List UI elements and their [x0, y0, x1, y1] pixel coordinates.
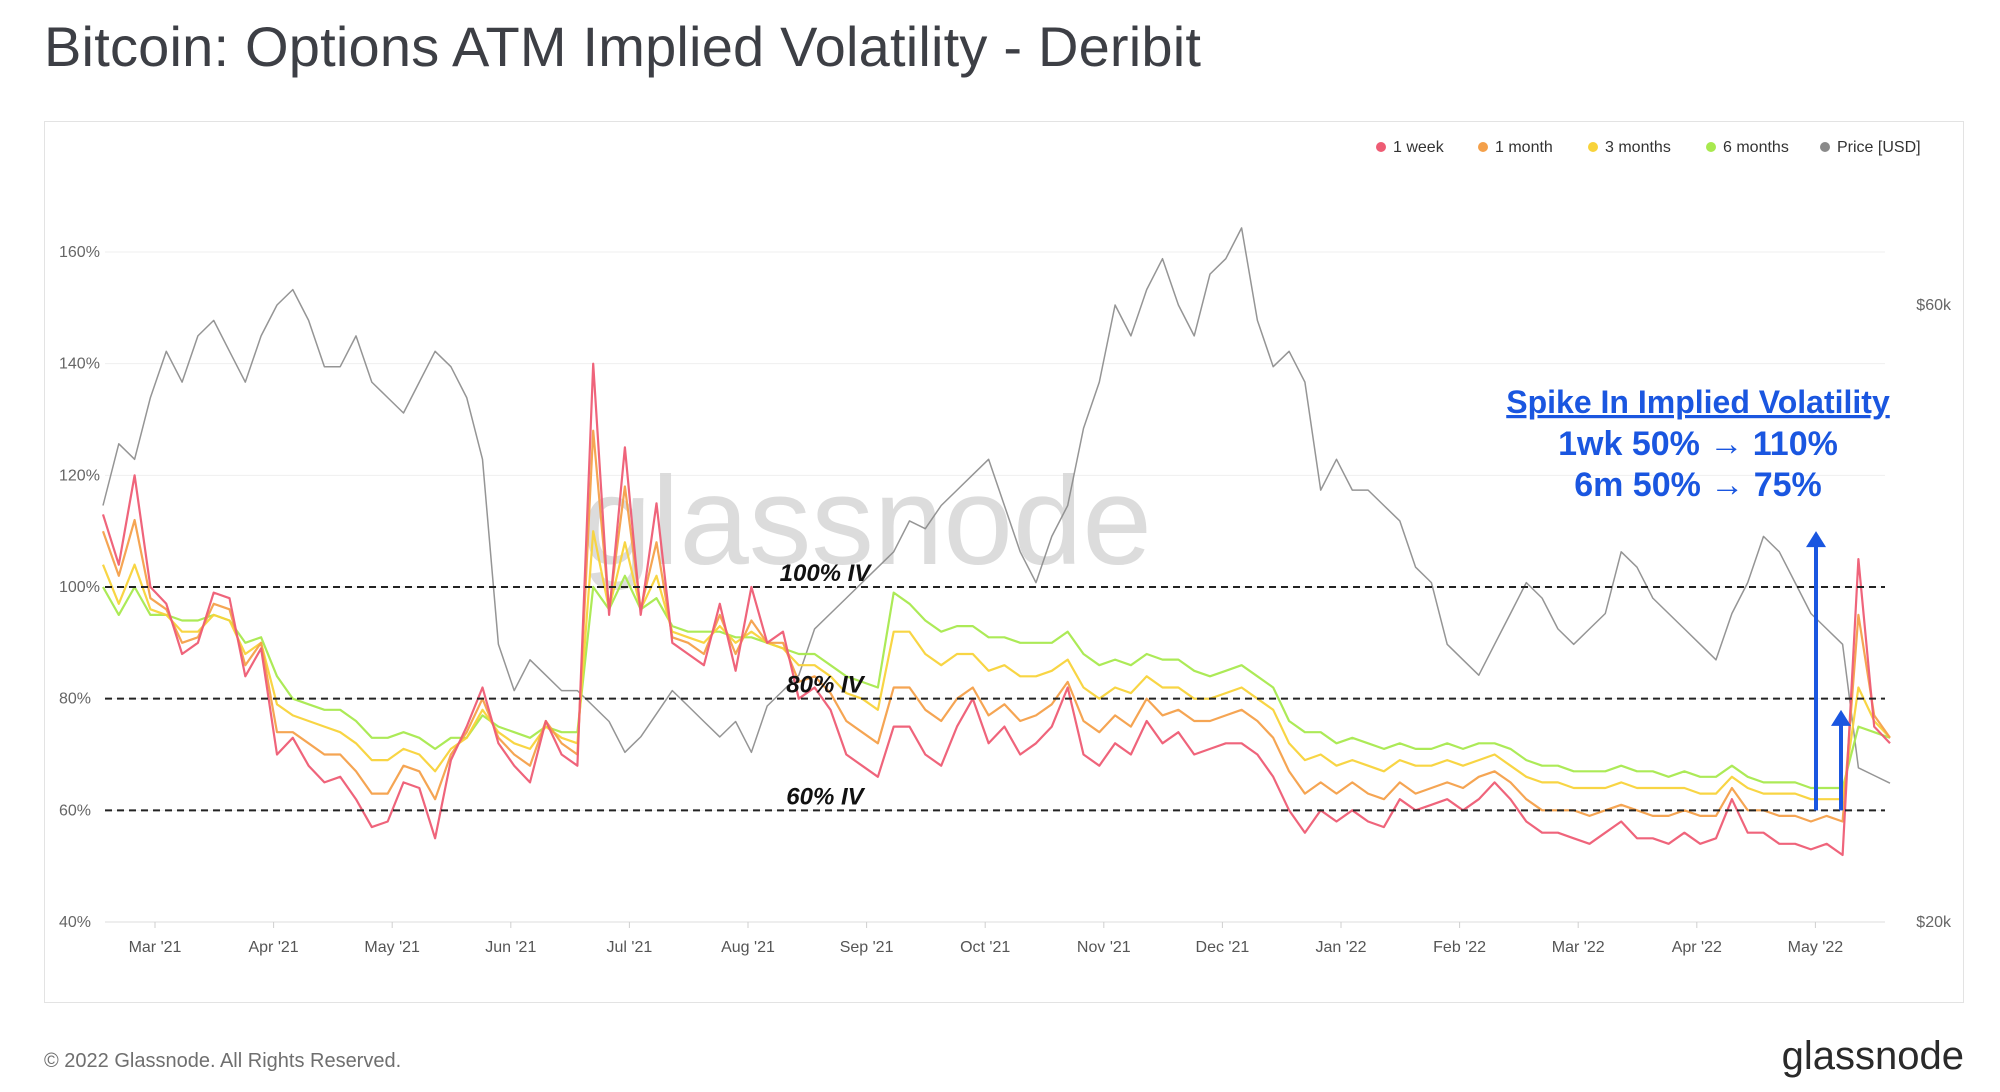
y-left-tick-label: 120%: [59, 467, 100, 484]
annotation-line-1: 1wk 50% → 110%: [1558, 425, 1838, 463]
y-left-tick-label: 140%: [59, 356, 100, 373]
legend: 1 week 1 month 3 months 6 months Price [USD]: [1376, 139, 1921, 156]
x-tick-label: May '22: [1788, 939, 1844, 956]
series-line-3-months: [101, 530, 1891, 801]
page-title: Bitcoin: Options ATM Implied Volatility …: [44, 15, 1202, 78]
chart-frame: glassnode 100% IV 80% IV 60% IV 40% 60% 80% 1…: [44, 121, 1964, 1003]
chart-svg: glassnode 100% IV 80% IV 60% IV 40% 60% 80% 1…: [59, 139, 1952, 956]
reference-line-label: 100% IV: [780, 560, 873, 587]
annotation-title: Spike In Implied Volatility: [1506, 384, 1890, 420]
brand-logo: glassnode: [1781, 1034, 1964, 1078]
series-line-1-month: [101, 429, 1891, 823]
x-tick-label: May '21: [364, 939, 420, 956]
legend-marker: [1820, 142, 1830, 152]
legend-label: 6 months: [1723, 139, 1789, 156]
annotation-line-2: 6m 50% → 75%: [1574, 466, 1822, 504]
y-left-tick-label: 60%: [59, 802, 91, 819]
x-tick-label: Aug '21: [721, 939, 775, 956]
x-tick-label: Apr '21: [248, 939, 298, 956]
y-right-tick-label: $60k: [1916, 297, 1952, 314]
annotation-arrow-1wk-head: [1806, 531, 1826, 548]
x-tick-label: Nov '21: [1077, 939, 1131, 956]
legend-marker: [1376, 142, 1386, 152]
y-left-tick-label: 80%: [59, 691, 91, 708]
legend-label: 3 months: [1605, 139, 1671, 156]
series-line-1-week: [101, 362, 1891, 857]
x-tick-label: Jan '22: [1315, 939, 1366, 956]
legend-label: Price [USD]: [1837, 139, 1921, 156]
series-line-6-months: [102, 574, 1891, 790]
series-line-price-usd-: [102, 227, 1891, 784]
y-right-tick-label: $20k: [1916, 914, 1952, 931]
watermark: glassnode: [582, 452, 1152, 591]
legend-label: 1 month: [1495, 139, 1553, 156]
y-left-tick-label: 160%: [59, 244, 100, 261]
reference-lines: 100% IV 80% IV 60% IV: [105, 560, 1885, 812]
reference-line-label: 60% IV: [786, 783, 865, 810]
copyright: © 2022 Glassnode. All Rights Reserved.: [44, 1050, 402, 1072]
x-tick-label: Oct '21: [960, 939, 1010, 956]
x-tick-label: Feb '22: [1433, 939, 1486, 956]
legend-marker: [1706, 142, 1716, 152]
annotation-arrow-6m-head: [1831, 709, 1851, 726]
x-tick-label: Jun '21: [485, 939, 536, 956]
legend-marker: [1478, 142, 1488, 152]
x-tick-label: Mar '22: [1552, 939, 1605, 956]
series-layer: [101, 227, 1891, 857]
axis-labels: 40% 60% 80% 100% 120% 140% 160% $20k $60k Mar '21…: [59, 244, 1952, 956]
legend-marker: [1588, 142, 1598, 152]
legend-label: 1 week: [1393, 139, 1445, 156]
y-left-tick-label: 100%: [59, 579, 100, 596]
y-left-tick-label: 40%: [59, 914, 91, 931]
x-tick-label: Mar '21: [129, 939, 182, 956]
x-tick-label: Apr '22: [1672, 939, 1722, 956]
x-tick-label: Jul '21: [607, 939, 653, 956]
reference-line-label: 80% IV: [786, 672, 865, 699]
x-tick-label: Dec '21: [1196, 939, 1250, 956]
annotation: Spike In Implied Volatility 1wk 50% → 11…: [1506, 384, 1890, 811]
x-tick-label: Sep '21: [840, 939, 894, 956]
